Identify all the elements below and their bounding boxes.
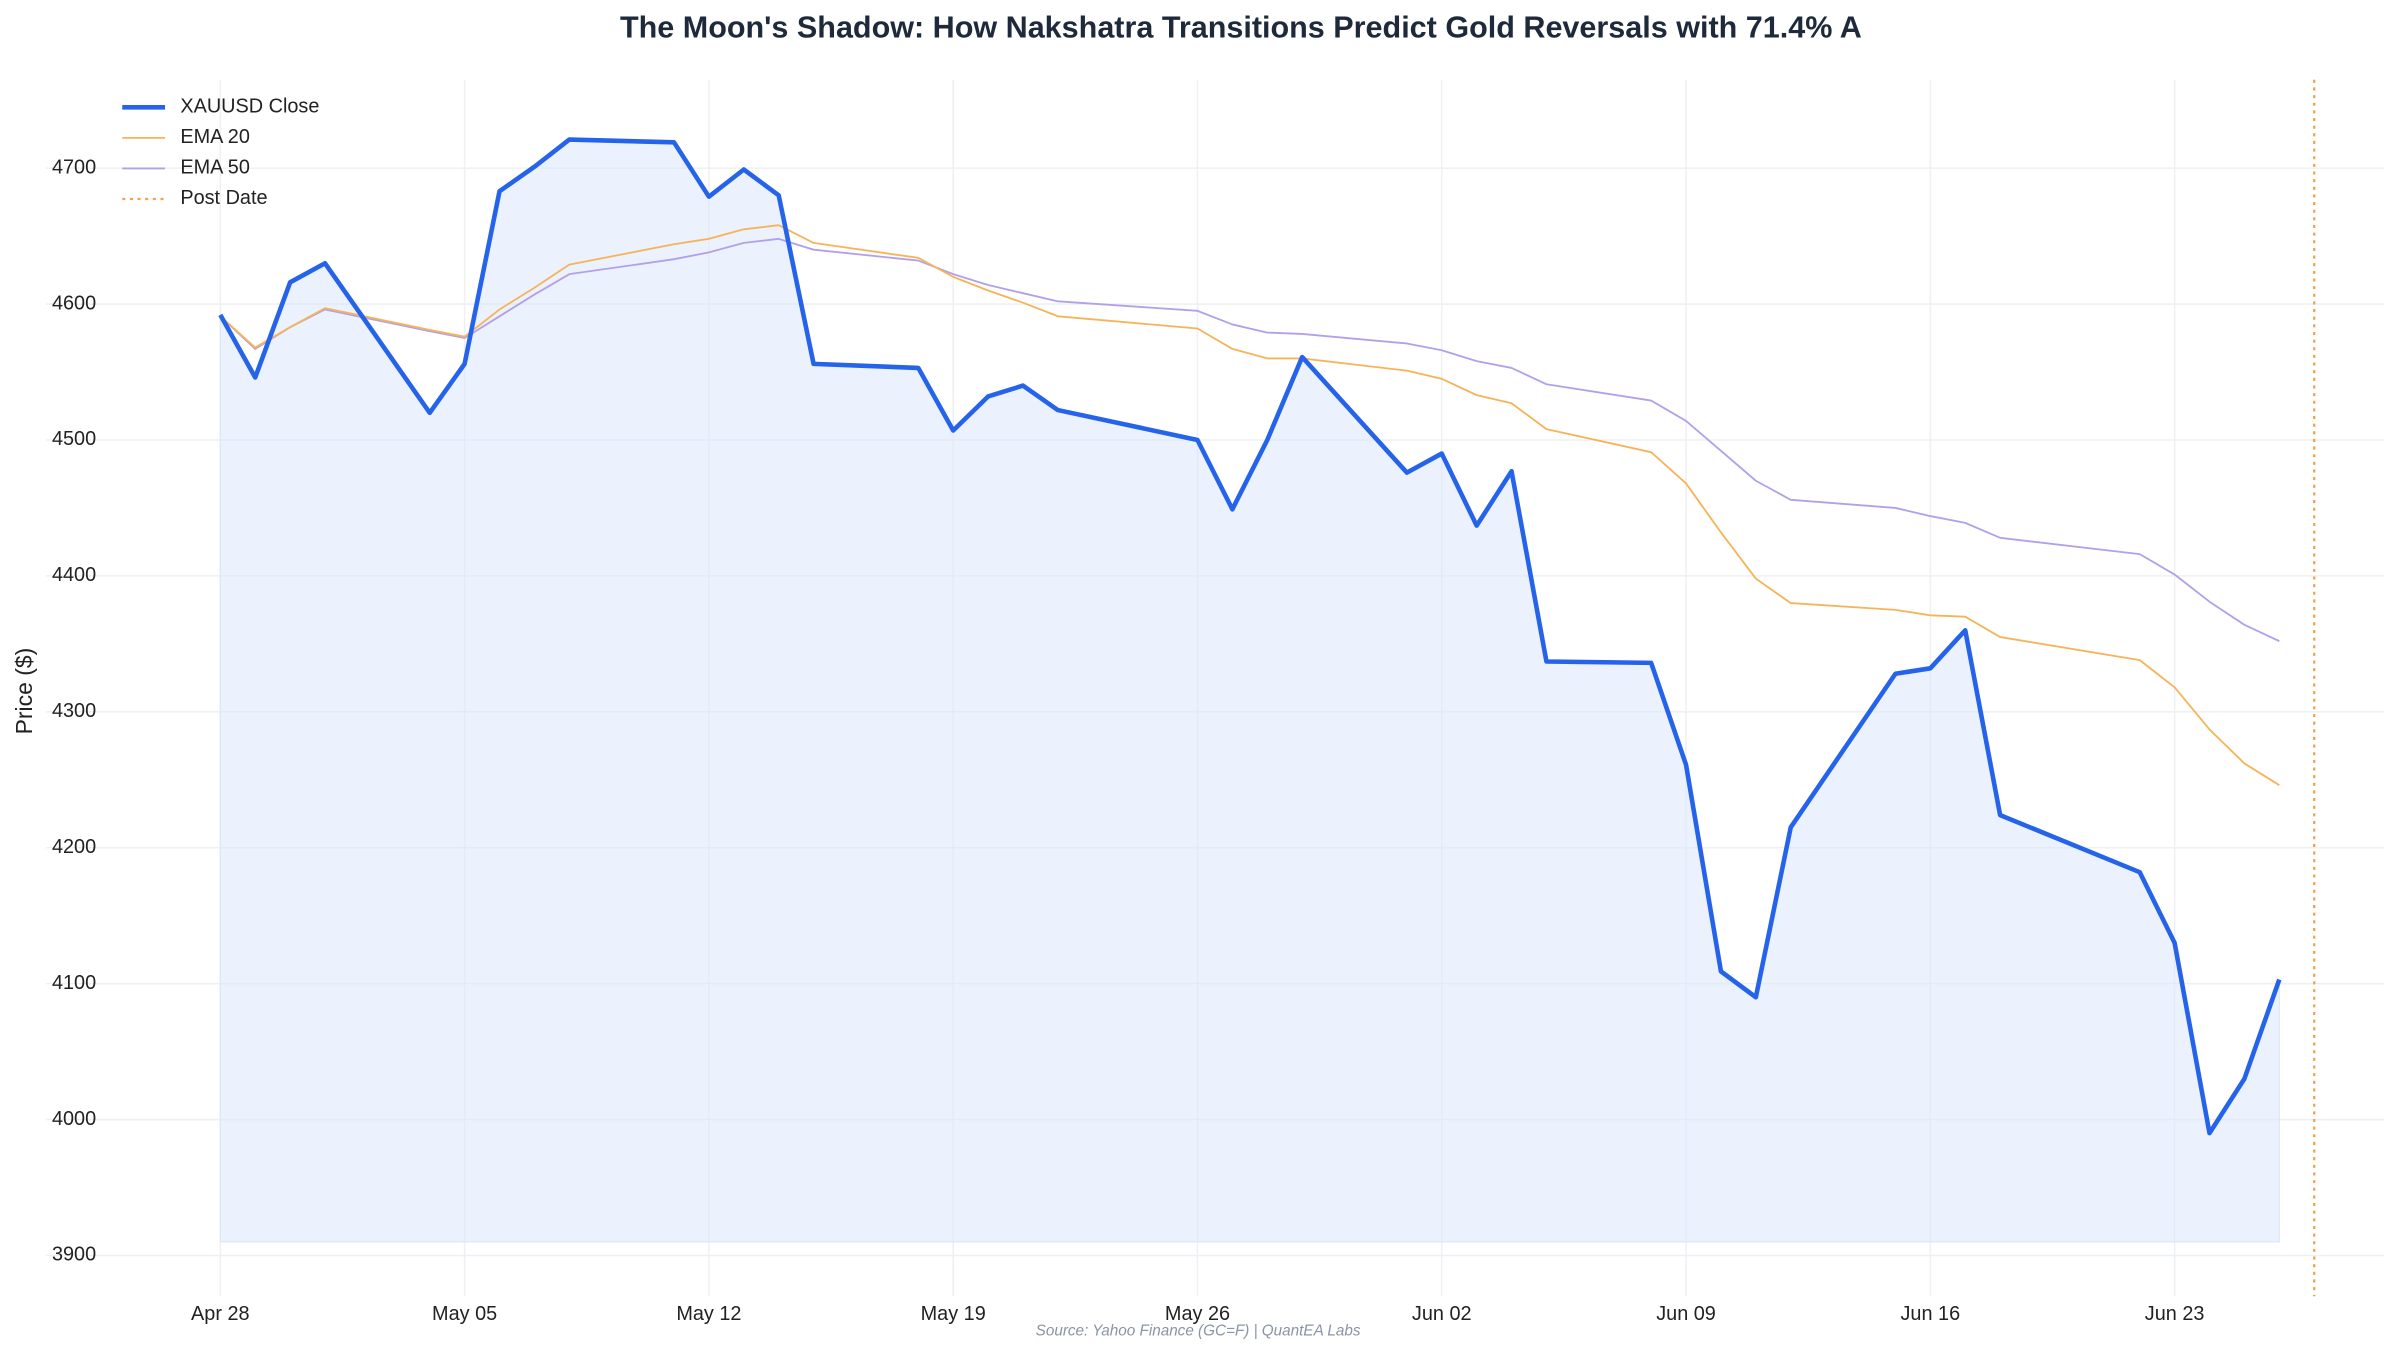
source-note: Source: Yahoo Finance (GC=F) | QuantEA L…: [1036, 1322, 1361, 1339]
y-tick-label: 4400: [52, 564, 96, 586]
x-tick-label: May 26: [1165, 1303, 1230, 1325]
x-tick-label: Jun 23: [2145, 1303, 2205, 1325]
y-tick-label: 4300: [52, 700, 96, 722]
legend-label: EMA 50: [180, 157, 250, 179]
series-line: [218, 137, 2282, 1136]
x-tick-label: Jun 02: [1412, 1303, 1472, 1325]
chart-title: The Moon's Shadow: How Nakshatra Transit…: [620, 10, 1862, 44]
x-tick-label: Jun 09: [1656, 1303, 1716, 1325]
y-axis-label: Price ($): [11, 648, 37, 735]
y-tick-label: 4600: [52, 292, 96, 314]
legend-label: Post Date: [180, 187, 267, 209]
x-tick-label: Apr 28: [191, 1303, 250, 1325]
y-tick-label: 4200: [52, 836, 96, 858]
x-tick-label: May 05: [432, 1303, 497, 1325]
x-tick-label: Jun 16: [1901, 1303, 1961, 1325]
y-tick-label: 4500: [52, 428, 96, 450]
x-tick-label: May 12: [676, 1303, 741, 1325]
x-tick-label: May 19: [921, 1303, 986, 1325]
legend-label: XAUUSD Close: [180, 96, 319, 118]
y-tick-label: 3900: [52, 1244, 96, 1266]
y-tick-label: 4700: [52, 156, 96, 178]
y-tick-label: 4000: [52, 1108, 96, 1130]
legend-label: EMA 20: [180, 126, 250, 148]
series-line: [219, 224, 2280, 786]
series-line: [219, 237, 2280, 642]
y-tick-label: 4100: [52, 972, 96, 994]
area-fill: [219, 138, 2280, 1243]
